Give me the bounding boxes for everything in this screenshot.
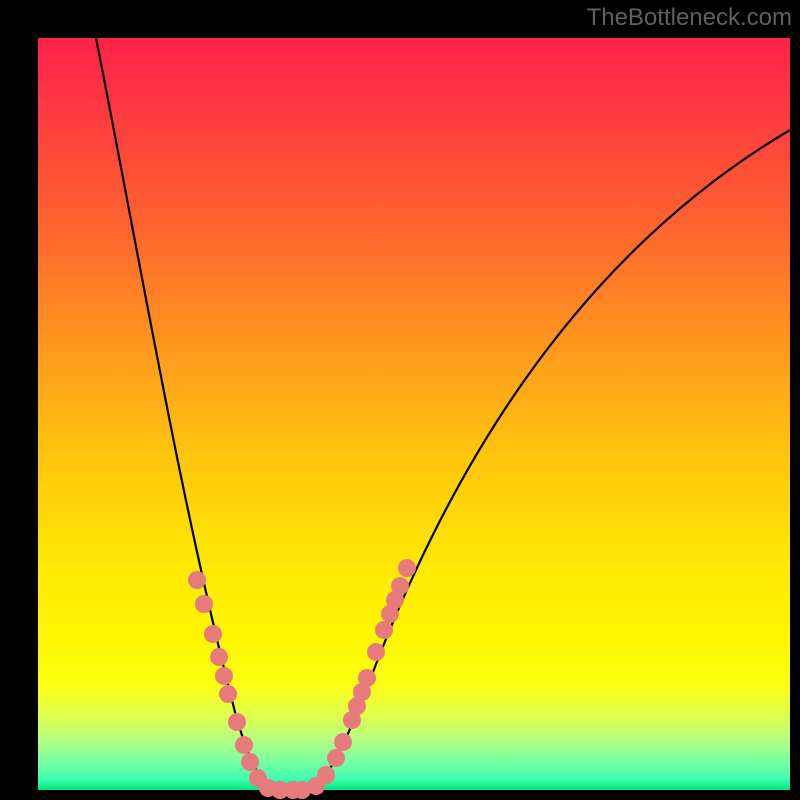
data-marker — [195, 595, 213, 613]
chart-container: TheBottleneck.com — [0, 0, 800, 800]
chart-svg — [0, 0, 800, 800]
data-marker — [391, 577, 409, 595]
data-marker — [235, 736, 253, 754]
plot-background-gradient — [38, 38, 790, 790]
data-marker — [358, 669, 376, 687]
data-marker — [327, 749, 345, 767]
data-marker — [398, 559, 416, 577]
data-marker — [334, 733, 352, 751]
data-marker — [215, 667, 233, 685]
data-marker — [219, 685, 237, 703]
data-marker — [188, 571, 206, 589]
data-marker — [210, 648, 228, 666]
data-marker — [241, 753, 259, 771]
data-marker — [367, 643, 385, 661]
data-marker — [204, 625, 222, 643]
data-marker — [375, 621, 393, 639]
data-marker — [317, 766, 335, 784]
data-marker — [228, 713, 246, 731]
